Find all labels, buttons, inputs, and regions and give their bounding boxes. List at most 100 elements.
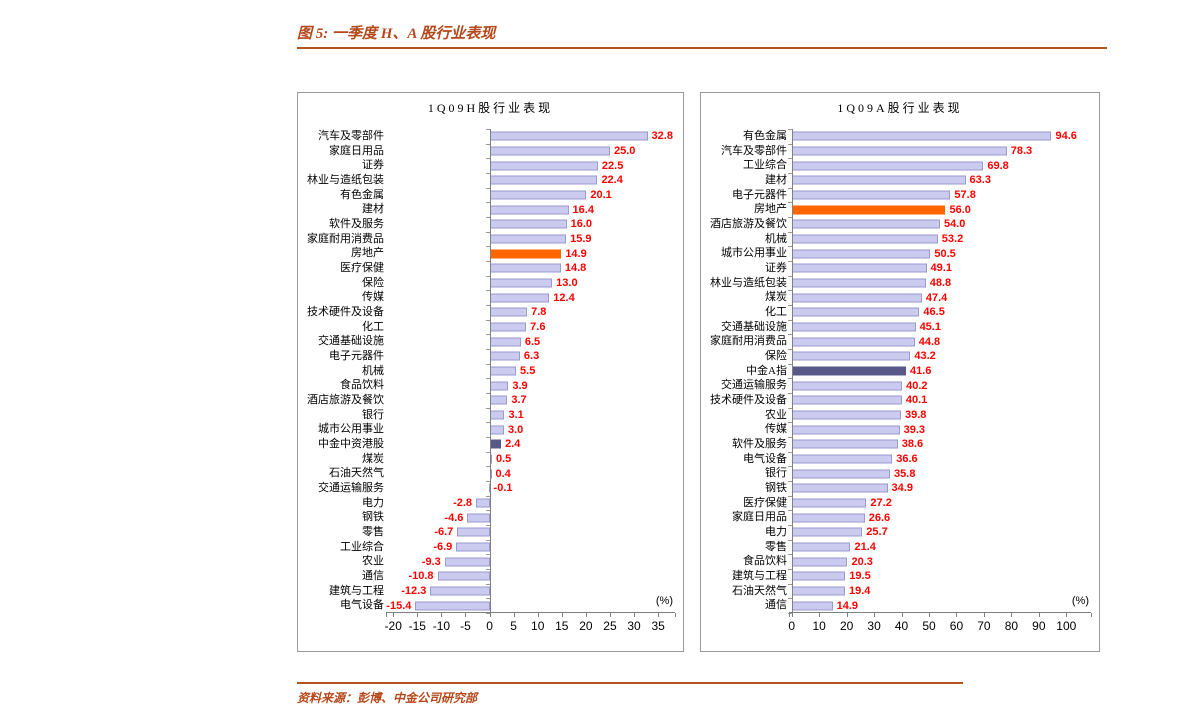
category-label: 电气设备	[743, 452, 787, 465]
bar-value-label: -6.9	[433, 541, 453, 553]
category-label: 软件及服务	[329, 217, 384, 230]
category-label: 技术硬件及设备	[307, 305, 384, 318]
bar	[489, 381, 509, 391]
bar-value-label: 94.6	[1055, 130, 1077, 143]
x-axis-tick-label: 40	[894, 619, 909, 633]
bar	[489, 439, 502, 449]
category-label: 城市公用事业	[318, 423, 384, 436]
bar	[489, 263, 561, 273]
category-axis-tick	[787, 246, 792, 248]
bar	[791, 293, 922, 303]
category-label: 银行	[362, 408, 384, 421]
category-axis-tick	[485, 261, 490, 262]
category-label: 通信	[362, 569, 384, 582]
bar-value-label: 39.3	[903, 423, 926, 436]
x-axis-edge-tick	[386, 613, 387, 617]
bar	[791, 205, 946, 215]
category-axis-tick	[485, 598, 490, 600]
bar	[489, 337, 521, 347]
category-axis-tick	[485, 202, 490, 204]
category-label: 家庭耐用消费品	[710, 335, 787, 348]
category-axis-tick	[787, 583, 792, 585]
x-axis-a: 0 10 20 30 40 50 60 70 80 90 100	[788, 612, 1092, 633]
x-axis-tick	[819, 613, 821, 617]
category-label: 电力	[765, 525, 787, 538]
category-axis-tick	[787, 290, 792, 292]
category-label: 工业综合	[743, 159, 787, 172]
x-axis-tick	[658, 613, 660, 617]
category-axis-tick	[485, 129, 490, 130]
category-axis-tick	[787, 217, 792, 218]
bar-value-label: 27.2	[870, 497, 892, 509]
category-axis-tick	[485, 393, 490, 394]
bar-value-label: 20.1	[590, 189, 612, 201]
bar	[791, 601, 833, 611]
category-label: 零售	[765, 540, 787, 553]
x-axis-tick-label: 80	[1004, 619, 1019, 633]
bar-value-label: 56.0	[949, 203, 971, 216]
category-axis-tick	[485, 495, 490, 497]
category-axis-tick	[787, 481, 792, 482]
bar-value-label: 16.4	[572, 203, 594, 216]
plot-area-a: 94.6 78.3 69.8 63.3 57.8 56.0 54.0 53.2 50.5 49.1…	[787, 129, 1091, 614]
category-axis-tick	[485, 451, 490, 453]
x-axis-h: -20 -15 -10 -5 0 5 10 15 20 25 30 35	[385, 612, 676, 633]
bar	[791, 146, 1007, 156]
bar-value-label: 7.8	[531, 306, 547, 319]
bar	[489, 395, 508, 405]
category-label: 银行	[765, 467, 787, 480]
category-label: 交通基础设施	[721, 320, 787, 333]
category-axis-tick	[485, 231, 490, 233]
bar-value-label: 43.2	[914, 350, 936, 363]
category-axis-tick	[787, 349, 792, 350]
unit-label-h: (%)	[655, 595, 673, 607]
bar-value-label: 6.5	[524, 335, 541, 348]
category-label: 通信	[765, 599, 787, 612]
category-axis-tick	[485, 422, 490, 424]
bar	[791, 586, 845, 596]
bar-value-label: 53.2	[941, 233, 964, 245]
category-label: 农业	[362, 555, 384, 568]
category-label: 钢铁	[765, 481, 787, 494]
category-axis-tick	[485, 481, 490, 482]
category-label: 林业与造纸包装	[307, 173, 384, 186]
bar	[791, 307, 920, 317]
bar	[489, 410, 505, 420]
bar	[437, 571, 490, 581]
bar	[489, 146, 610, 156]
category-axis-tick	[485, 554, 490, 556]
bar	[791, 527, 863, 537]
category-label: 电气设备	[340, 599, 384, 612]
category-axis-tick	[485, 290, 490, 292]
category-label: 交通运输服务	[318, 481, 384, 494]
bar-value-label: 48.8	[929, 277, 952, 289]
category-label: 建材	[765, 173, 787, 186]
category-axis-tick	[787, 437, 792, 438]
bar-value-label: 0.5	[495, 453, 512, 465]
bar-value-label: 35.8	[894, 467, 916, 480]
bar	[791, 483, 888, 493]
category-label: 工业综合	[340, 540, 384, 553]
x-axis-tick-label: 10	[531, 619, 545, 633]
x-axis-tick	[465, 613, 467, 617]
bar	[791, 381, 903, 391]
category-axis-tick	[485, 173, 490, 174]
bar-value-label: 41.6	[909, 365, 932, 377]
zero-axis-line	[489, 129, 491, 613]
bar-value-label: 6.3	[523, 350, 540, 363]
bar	[791, 249, 931, 259]
x-axis-tick	[1038, 613, 1040, 617]
bar	[489, 131, 648, 141]
chart-panel-h-shares: 1Q09H股行业表现 汽车及零部件 家庭日用品 证券 林业与造纸包装 有色金属 建材 软件及…	[297, 92, 684, 652]
bar	[791, 454, 893, 464]
category-label: 传媒	[362, 291, 384, 304]
category-axis-tick	[787, 495, 792, 497]
bar	[489, 234, 567, 244]
x-axis-tick	[441, 613, 443, 617]
bar-value-label: 69.8	[987, 159, 1009, 172]
x-axis-tick	[1066, 613, 1068, 617]
x-axis-tick	[929, 613, 931, 617]
x-axis-edge-tick	[675, 613, 676, 617]
category-axis-tick	[787, 451, 792, 453]
category-axis-tick	[787, 363, 792, 365]
